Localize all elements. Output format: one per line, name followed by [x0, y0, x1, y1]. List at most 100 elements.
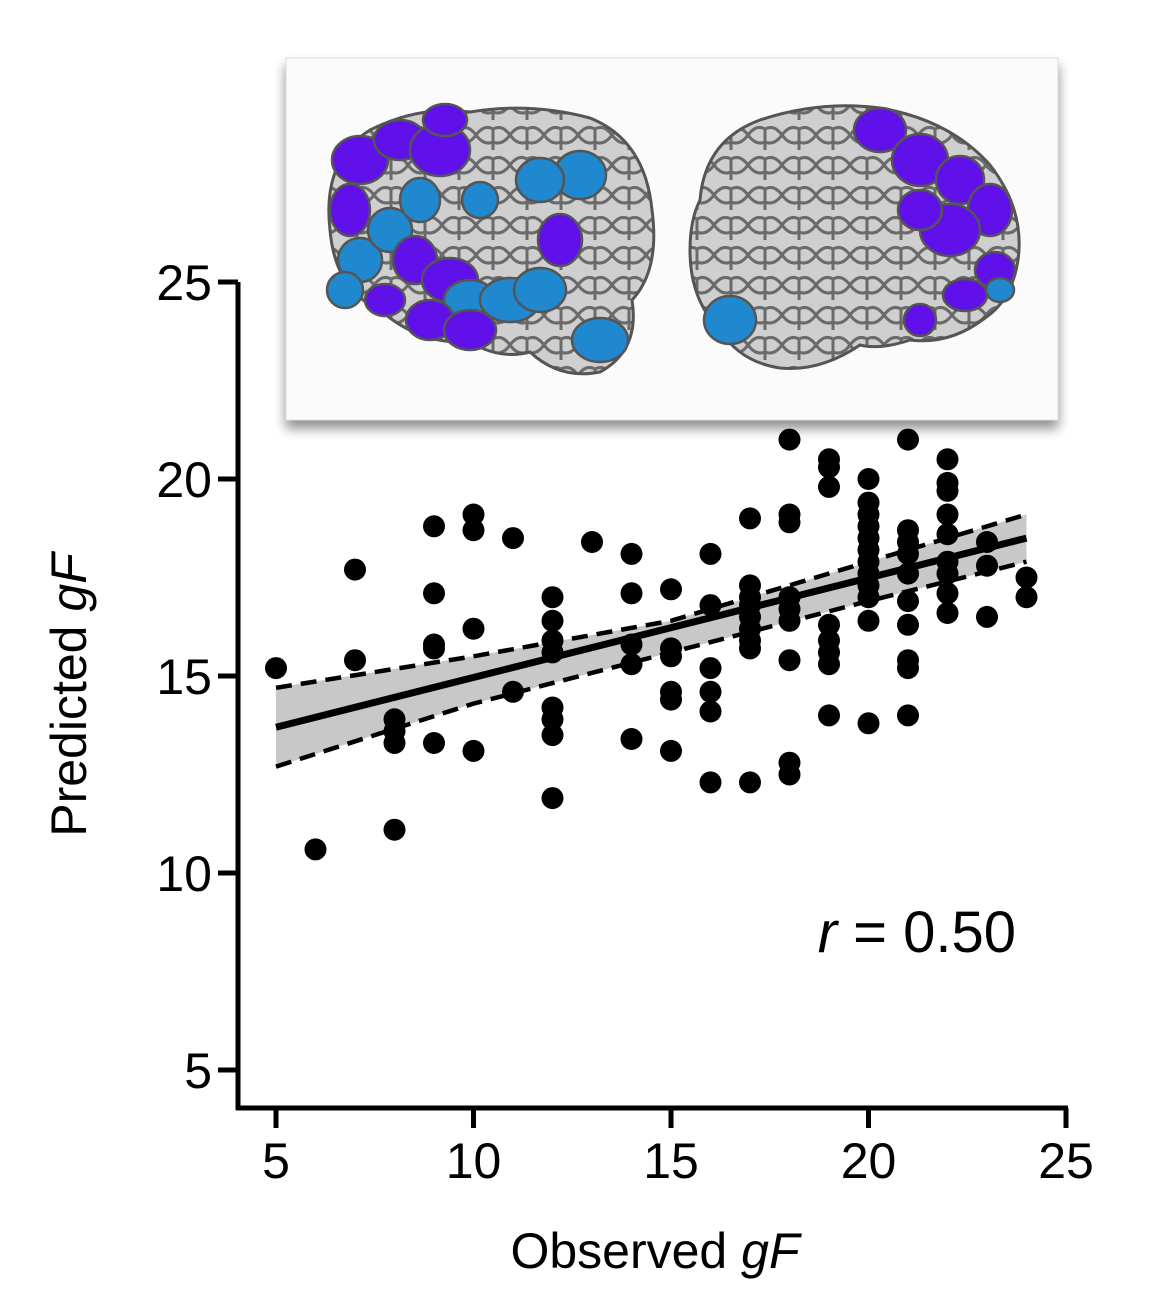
data-point	[976, 531, 998, 553]
data-point	[620, 728, 643, 750]
data-point	[699, 542, 722, 565]
data-point	[699, 680, 722, 703]
data-point	[620, 542, 643, 565]
data-point	[778, 763, 801, 786]
data-point	[936, 448, 959, 471]
data-point	[344, 558, 366, 581]
data-point	[818, 704, 840, 727]
data-point	[1015, 586, 1038, 609]
y-tick-label: 20	[156, 452, 212, 508]
brain-inset-image	[285, 57, 1059, 421]
x-tick-label: 15	[643, 1133, 699, 1189]
data-point	[936, 523, 959, 546]
brain-region	[442, 308, 498, 352]
data-point	[857, 609, 880, 632]
data-point	[857, 586, 880, 609]
data-point	[502, 680, 524, 703]
data-point	[897, 657, 919, 680]
data-point	[778, 649, 801, 672]
data-point	[897, 613, 919, 636]
y-axis-title: Predicted gF	[41, 551, 97, 837]
y-axis-title-text: Predicted	[41, 626, 97, 837]
data-point	[897, 704, 919, 727]
data-point	[778, 609, 801, 632]
data-point	[620, 633, 643, 656]
data-point	[383, 818, 406, 841]
x-axis-title-italic: gF	[741, 1223, 802, 1279]
brain-region	[852, 106, 908, 154]
x-tick-label: 20	[841, 1133, 897, 1189]
data-point	[620, 582, 643, 605]
data-point	[502, 527, 524, 550]
y-tick-label: 10	[156, 846, 212, 902]
data-point	[699, 657, 722, 680]
data-point	[660, 645, 682, 668]
x-tick-label: 5	[262, 1133, 290, 1189]
brain-region	[421, 102, 469, 138]
y-tick-label: 25	[156, 255, 212, 311]
data-point	[660, 739, 682, 762]
data-point	[699, 771, 722, 794]
correlation-value: = 0.50	[837, 900, 1016, 965]
data-point	[660, 688, 682, 711]
brain-region	[460, 180, 500, 220]
ci-upper-line	[275, 512, 1028, 691]
x-tick-label: 25	[1038, 1133, 1094, 1189]
brain-region	[934, 154, 986, 206]
data-point	[936, 602, 959, 624]
data-point	[976, 605, 998, 628]
data-point	[660, 578, 682, 601]
brain-region	[536, 212, 584, 268]
brain-region	[325, 270, 365, 310]
data-point	[818, 613, 840, 636]
data-point	[581, 531, 603, 553]
data-point	[818, 475, 840, 498]
data-point	[541, 586, 564, 609]
data-point	[541, 787, 564, 810]
brain-region	[328, 182, 372, 238]
lateral-brain-view	[325, 102, 656, 376]
data-point	[462, 617, 485, 640]
correlation-annotation: r = 0.50	[818, 900, 1016, 965]
data-point	[936, 562, 959, 585]
axes: 5 10 15 20 25 5 10 15 20 25	[156, 255, 1093, 1189]
brain-region	[941, 277, 989, 313]
data-point	[936, 479, 959, 502]
data-point	[897, 428, 919, 451]
data-point	[739, 637, 761, 660]
y-tick-label: 5	[184, 1043, 212, 1099]
brain-region	[902, 302, 938, 338]
confidence-band	[276, 514, 1027, 767]
data-point	[423, 582, 445, 605]
medial-brain-view	[688, 104, 1021, 370]
data-points	[265, 428, 1038, 861]
data-point	[462, 503, 485, 526]
data-point	[1015, 566, 1038, 589]
data-point	[897, 542, 919, 565]
data-point	[462, 739, 485, 762]
brain-region	[514, 156, 566, 204]
data-point	[620, 653, 643, 676]
data-point	[936, 503, 959, 526]
data-point	[818, 653, 840, 676]
data-point	[304, 838, 327, 861]
data-point	[857, 712, 880, 735]
data-point	[265, 657, 287, 680]
x-axis-title: Observed gF	[510, 1223, 801, 1279]
brain-region	[984, 276, 1016, 304]
brain-region	[398, 176, 442, 224]
data-point	[857, 468, 880, 490]
data-point	[897, 562, 919, 585]
plot-area: 5 10 15 20 25 5 10 15 20 25	[156, 255, 1093, 1189]
x-tick-label: 10	[446, 1133, 502, 1189]
data-point	[423, 515, 445, 538]
data-point	[423, 732, 445, 754]
data-point	[541, 708, 564, 731]
data-point	[699, 594, 722, 617]
brain-region	[896, 188, 944, 232]
brain-region	[702, 294, 758, 346]
data-point	[541, 609, 564, 632]
data-point	[778, 428, 801, 451]
data-point	[541, 641, 564, 664]
